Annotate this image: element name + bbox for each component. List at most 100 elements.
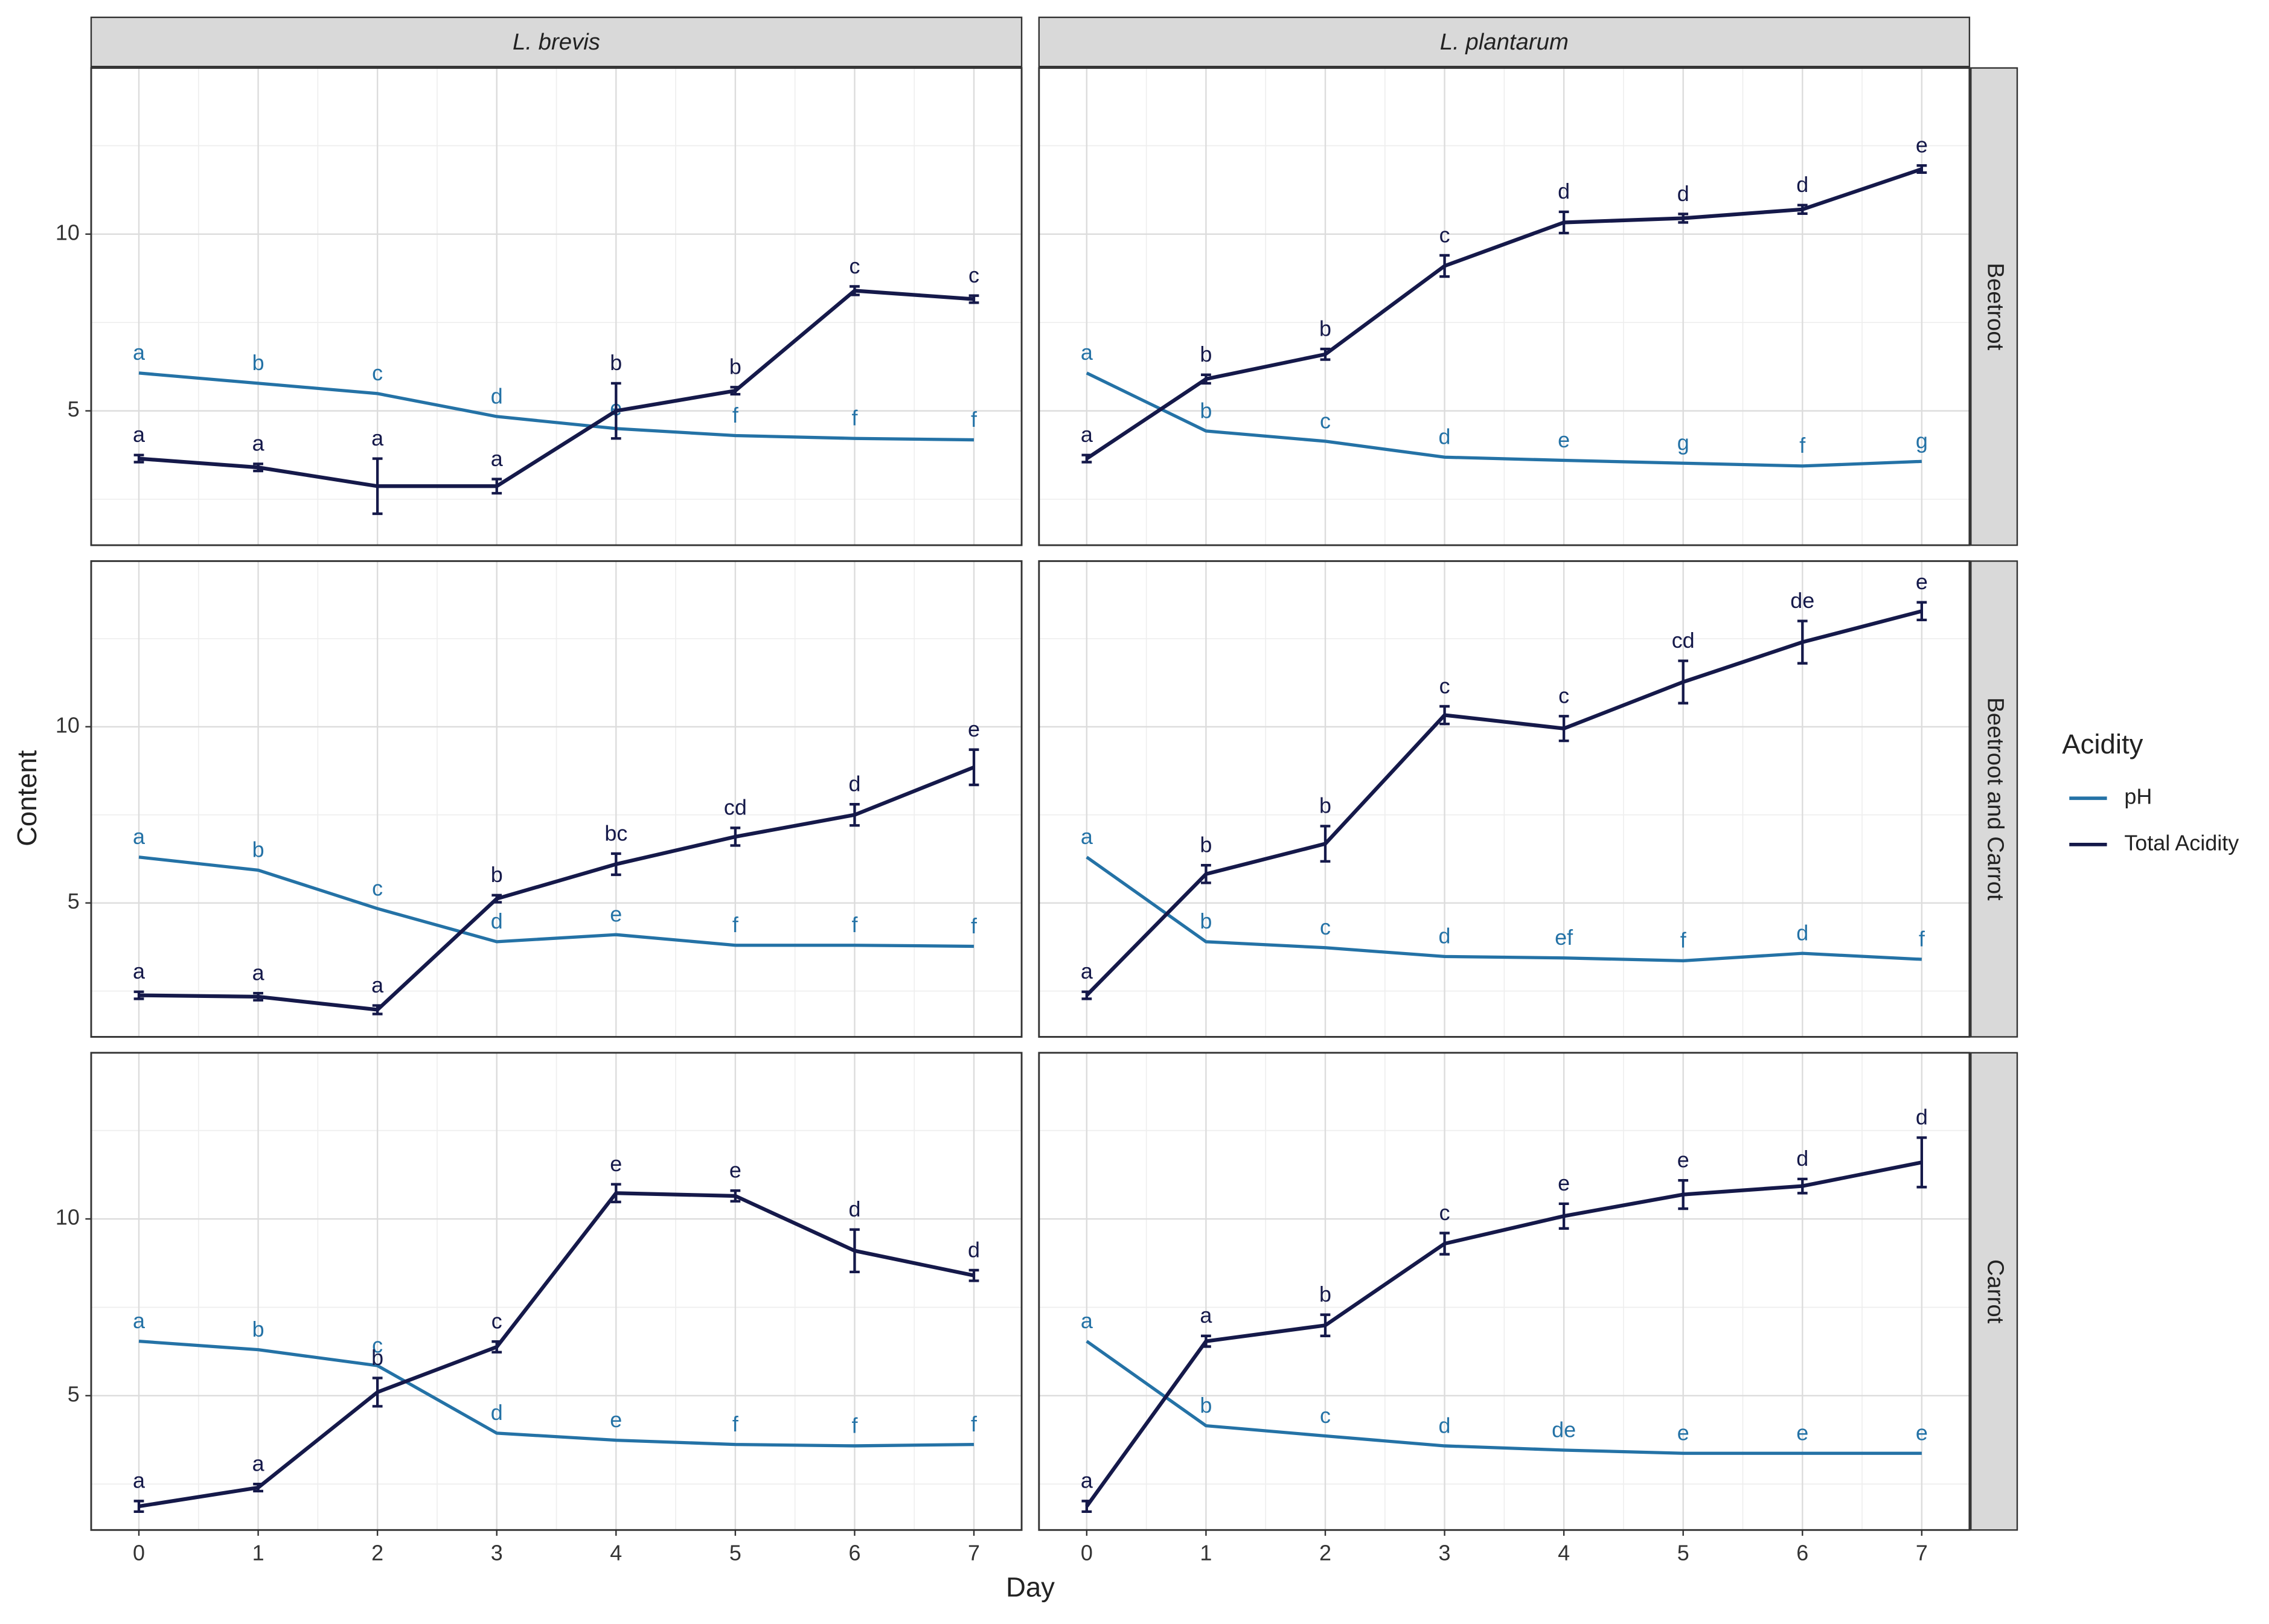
significance-label: d (1796, 1146, 1808, 1171)
significance-label: c (491, 1309, 502, 1334)
significance-label: b (1200, 398, 1212, 423)
line (138, 1339, 974, 1448)
significance-label: c (372, 875, 383, 900)
significance-label: a (133, 1308, 145, 1333)
significance-label: ef (1555, 925, 1573, 950)
x-tick-label: 2 (371, 1541, 383, 1565)
error-bar (372, 1004, 383, 1015)
x-tick-label: 4 (610, 1541, 622, 1565)
significance-label: f (851, 406, 858, 430)
significance-label: a (1081, 422, 1093, 447)
error-bar (1797, 619, 1808, 665)
significance-label: c (1558, 683, 1569, 708)
significance-label: e (1916, 569, 1928, 594)
error-bar (1081, 1500, 1092, 1514)
row-strip (1970, 1052, 2018, 1531)
significance-label: e (968, 717, 980, 741)
panel-border (1038, 67, 1971, 546)
error-bar (968, 294, 979, 304)
error-bar (491, 894, 502, 904)
significance-label: f (1919, 926, 1925, 951)
x-tick-label: 6 (1796, 1541, 1808, 1565)
significance-label: e (729, 1158, 741, 1183)
significance-label: e (1796, 1421, 1808, 1445)
y-tick-label: 5 (68, 889, 80, 913)
x-tick-label: 7 (968, 1541, 980, 1565)
error-bar (1439, 1232, 1450, 1256)
error-bar (850, 285, 860, 296)
significance-label: a (371, 426, 383, 450)
significance-label: a (1200, 1303, 1212, 1328)
significance-label: d (1439, 924, 1451, 948)
row-strip-label: Beetroot and Carrot (1983, 697, 2009, 901)
significance-label: g (1916, 429, 1928, 453)
x-axis-title: Day (1006, 1572, 1055, 1603)
significance-label: d (848, 1197, 860, 1221)
error-bar (133, 1500, 144, 1514)
significance-label: b (252, 1317, 264, 1341)
error-bar (850, 803, 860, 827)
error-bar (1201, 864, 1211, 884)
error-bar (133, 453, 144, 464)
significance-label: cd (1672, 628, 1695, 653)
error-bar (1320, 347, 1331, 361)
error-bar (372, 457, 383, 516)
x-tick-label: 2 (1319, 1541, 1331, 1565)
error-bar (1558, 1202, 1569, 1230)
error-bar (730, 1189, 741, 1203)
panel: a b c d de e e e a a b c e e d d (1038, 1052, 1971, 1531)
legend-label: pH (2124, 784, 2152, 809)
significance-label: b (1200, 1393, 1212, 1418)
error-bar (1439, 254, 1450, 278)
significance-label: f (851, 1413, 858, 1437)
significance-label: f (971, 913, 978, 938)
error-bar (1678, 659, 1689, 705)
panel-border (1038, 1052, 1971, 1531)
significance-label: c (372, 1332, 383, 1357)
significance-label: c (1439, 673, 1450, 698)
significance-label: f (732, 403, 739, 427)
x-tick-label: 1 (1200, 1541, 1212, 1565)
significance-label: c (1320, 408, 1331, 433)
significance-label: d (1439, 424, 1451, 449)
column-strip-label: L. plantarum (1440, 29, 1569, 55)
panel-border (1038, 560, 1971, 1038)
y-axis-title: Content (11, 750, 42, 846)
significance-label: b (729, 354, 741, 379)
significance-label: b (1200, 342, 1212, 366)
significance-label: e (1677, 1148, 1689, 1172)
significance-label: e (1677, 1421, 1689, 1445)
panel-border (90, 1052, 1023, 1531)
significance-label: b (371, 1345, 383, 1370)
x-tick-label: 1 (252, 1541, 264, 1565)
significance-label: f (1799, 433, 1806, 458)
column-strip (90, 16, 1023, 68)
panel-border (90, 67, 1023, 546)
x-tick-label: 3 (491, 1541, 503, 1565)
error-bar (968, 1268, 979, 1282)
line (138, 1191, 974, 1509)
significance-label: d (1916, 1105, 1928, 1130)
significance-label: de (1552, 1417, 1576, 1442)
significance-label: f (1680, 928, 1687, 953)
error-bar (1678, 1179, 1689, 1210)
error-bar (730, 826, 741, 847)
x-tick-label: 7 (1916, 1541, 1928, 1565)
error-bar (730, 386, 741, 396)
significance-label: f (971, 1411, 978, 1436)
error-bar (491, 1340, 502, 1354)
x-tick-label: 4 (1558, 1541, 1570, 1565)
significance-label: d (848, 772, 860, 796)
significance-label: e (610, 1151, 622, 1176)
significance-label: c (968, 263, 979, 287)
x-tick-label: 6 (848, 1541, 860, 1565)
error-bar (253, 462, 263, 473)
significance-label: a (1081, 824, 1093, 849)
significance-label: e (1558, 1171, 1570, 1195)
line (1085, 609, 1922, 997)
significance-label: c (372, 360, 383, 385)
significance-label: f (732, 912, 739, 937)
error-bar (1081, 990, 1092, 1000)
significance-label: c (1320, 915, 1331, 939)
